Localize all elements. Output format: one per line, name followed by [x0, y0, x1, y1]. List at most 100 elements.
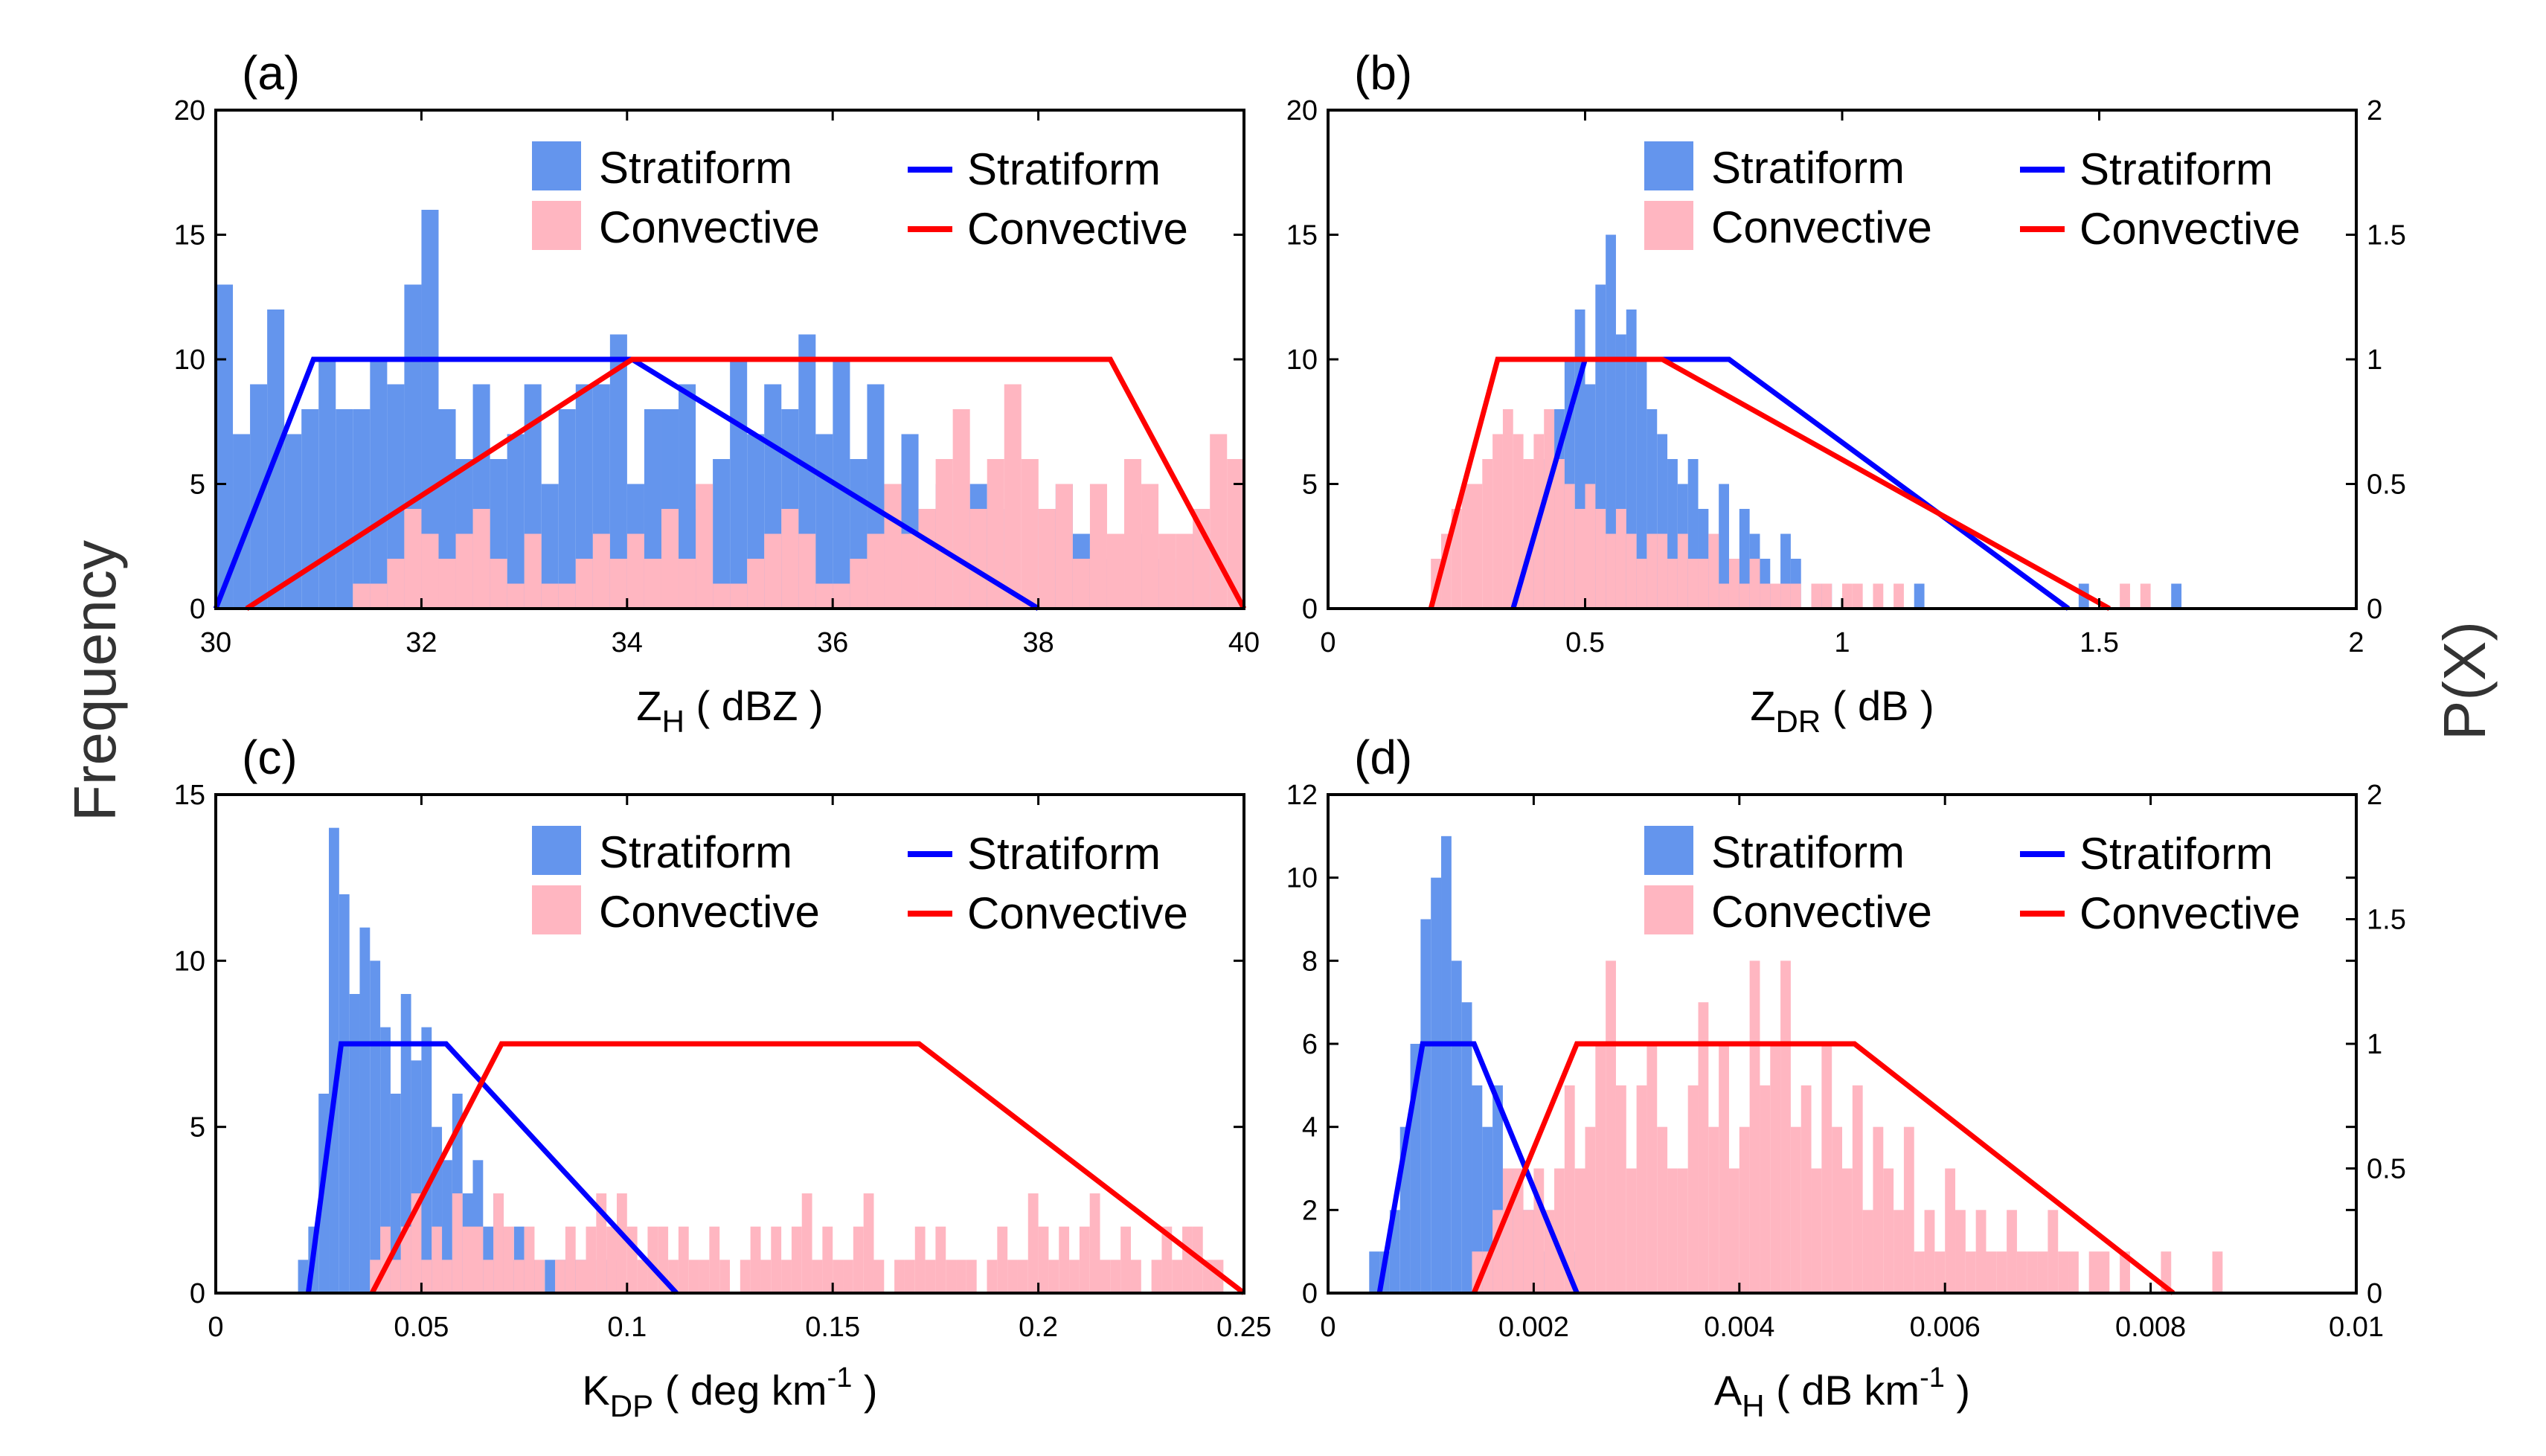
- x-axis-label-unit: ( dB km: [1765, 1367, 1920, 1414]
- y-tick-label: 0: [1302, 1278, 1318, 1309]
- convective-bar: [1677, 533, 1688, 609]
- convective-bar: [815, 583, 833, 609]
- convective-bar: [452, 1193, 463, 1293]
- convective-bar: [661, 509, 679, 609]
- convective-bar: [1667, 1168, 1678, 1293]
- x-tick-label: 32: [405, 627, 437, 658]
- legend-swatch-stratiform-bar: [1644, 826, 1693, 875]
- convective-bar: [1728, 1168, 1739, 1293]
- convective-bar: [1072, 559, 1090, 609]
- convective-bar: [1873, 1126, 1884, 1293]
- convective-membership-line: [245, 356, 1247, 611]
- legend-label-stratiform-bar: Stratiform: [599, 143, 792, 193]
- x-tick-label: 0.25: [1216, 1312, 1272, 1343]
- x-axis-label-sub: H: [662, 704, 684, 739]
- convective-bar: [1451, 509, 1462, 609]
- x-tick-label: 0: [1320, 627, 1335, 658]
- x-tick-label: 0.006: [1910, 1312, 1981, 1343]
- convective-bar: [1055, 484, 1073, 609]
- convective-bar: [1821, 1044, 1832, 1293]
- y2-tick-label: 2: [2367, 95, 2382, 126]
- x-tick-label: 0.008: [2115, 1312, 2186, 1343]
- convective-bar: [873, 1260, 885, 1293]
- x-axis-label-sub: DR: [1776, 704, 1821, 739]
- convective-bar: [626, 533, 644, 609]
- convective-bar: [1975, 1210, 1987, 1293]
- convective-bar: [1110, 1260, 1121, 1293]
- y-tick-label: 15: [174, 220, 205, 251]
- convective-bar: [1914, 1251, 1925, 1293]
- convective-bar: [1021, 459, 1039, 609]
- convective-bar: [503, 1226, 514, 1293]
- convective-bar: [918, 509, 936, 609]
- convective-bar: [850, 559, 868, 609]
- convective-bar: [534, 1260, 545, 1293]
- stratiform-bar: [318, 359, 336, 609]
- convective-bar: [387, 559, 405, 609]
- x-tick-label: 0.15: [805, 1312, 860, 1343]
- convective-bar: [1017, 1260, 1028, 1293]
- convective-bar: [1852, 583, 1863, 609]
- convective-bar: [696, 484, 714, 609]
- convective-bar: [626, 1226, 638, 1293]
- stratiform-bar: [1914, 583, 1925, 609]
- convective-bar: [1626, 1168, 1637, 1293]
- stratiform-bar: [216, 284, 234, 609]
- x-axis-label: ZH ( dBZ ): [636, 682, 823, 739]
- convective-bar: [884, 484, 902, 609]
- x-tick-label: 1.5: [2080, 627, 2119, 658]
- convective-bar: [833, 1260, 844, 1293]
- y2-tick-label: 1.5: [2367, 905, 2406, 936]
- legend-label-stratiform-line: Stratiform: [2080, 829, 2273, 879]
- convective-bar: [1924, 1210, 1935, 1293]
- legend-swatch-convective-bar: [532, 885, 581, 934]
- convective-bar: [1615, 1085, 1626, 1293]
- convective-bar: [740, 1260, 751, 1293]
- stratiform-bar: [1472, 1085, 1483, 1293]
- convective-bar: [822, 1226, 833, 1293]
- convective-bar: [1554, 1168, 1565, 1293]
- stratiform-bar: [507, 434, 525, 609]
- x-axis-label-main: A: [1714, 1367, 1742, 1414]
- convective-bar: [781, 509, 799, 609]
- convective-bar: [678, 1226, 689, 1293]
- x-axis-label: KDP ( deg km-1 ): [582, 1362, 877, 1423]
- convective-bar: [1821, 583, 1832, 609]
- convective-bar: [1574, 1168, 1585, 1293]
- y-tick-label: 10: [174, 344, 205, 376]
- convective-bar: [1461, 484, 1472, 609]
- stratiform-bar: [713, 459, 731, 609]
- x-tick-label: 0.05: [394, 1312, 449, 1343]
- legend-swatch-stratiform-bar: [532, 826, 581, 875]
- convective-bar: [1790, 583, 1801, 609]
- convective-bar: [894, 1260, 905, 1293]
- x-axis-label-tail: ): [1945, 1367, 1970, 1414]
- stratiform-bar: [339, 894, 350, 1293]
- y2-tick-label: 0: [2367, 594, 2382, 625]
- x-tick-label: 30: [200, 627, 231, 658]
- convective-bar: [2048, 1210, 2059, 1293]
- x-axis-label-unit: ( dBZ ): [684, 682, 824, 729]
- convective-bar: [1513, 1168, 1524, 1293]
- legend-swatch-convective-bar: [532, 201, 581, 250]
- stratiform-bar: [233, 434, 251, 609]
- convective-bar: [781, 1260, 792, 1293]
- convective-bar: [798, 533, 816, 609]
- convective-bar: [969, 509, 987, 609]
- convective-bar: [1842, 1168, 1853, 1293]
- panel-1: 30 32 34 36 38 40 0 5 10 15 20 (a) ZH ( dBZ ) Stratif…: [174, 46, 1260, 739]
- stratiform-bar: [558, 409, 576, 609]
- convective-bar: [853, 1226, 864, 1293]
- x-tick-label: 0.004: [1704, 1312, 1774, 1343]
- x-axis-label-sub: DP: [610, 1388, 653, 1423]
- panel-3: 0 0.05 0.1 0.15 0.2 0.25 0 5 10 15 (c) KDP ( deg km…: [174, 731, 1272, 1423]
- y-tick-label: 6: [1302, 1029, 1318, 1060]
- x-tick-label: 1: [1834, 627, 1850, 658]
- convective-bar: [688, 1260, 699, 1293]
- stratiform-bar: [387, 384, 405, 609]
- convective-bar: [1965, 1251, 1976, 1293]
- convective-bar: [507, 583, 525, 609]
- convective-bar: [524, 1226, 535, 1293]
